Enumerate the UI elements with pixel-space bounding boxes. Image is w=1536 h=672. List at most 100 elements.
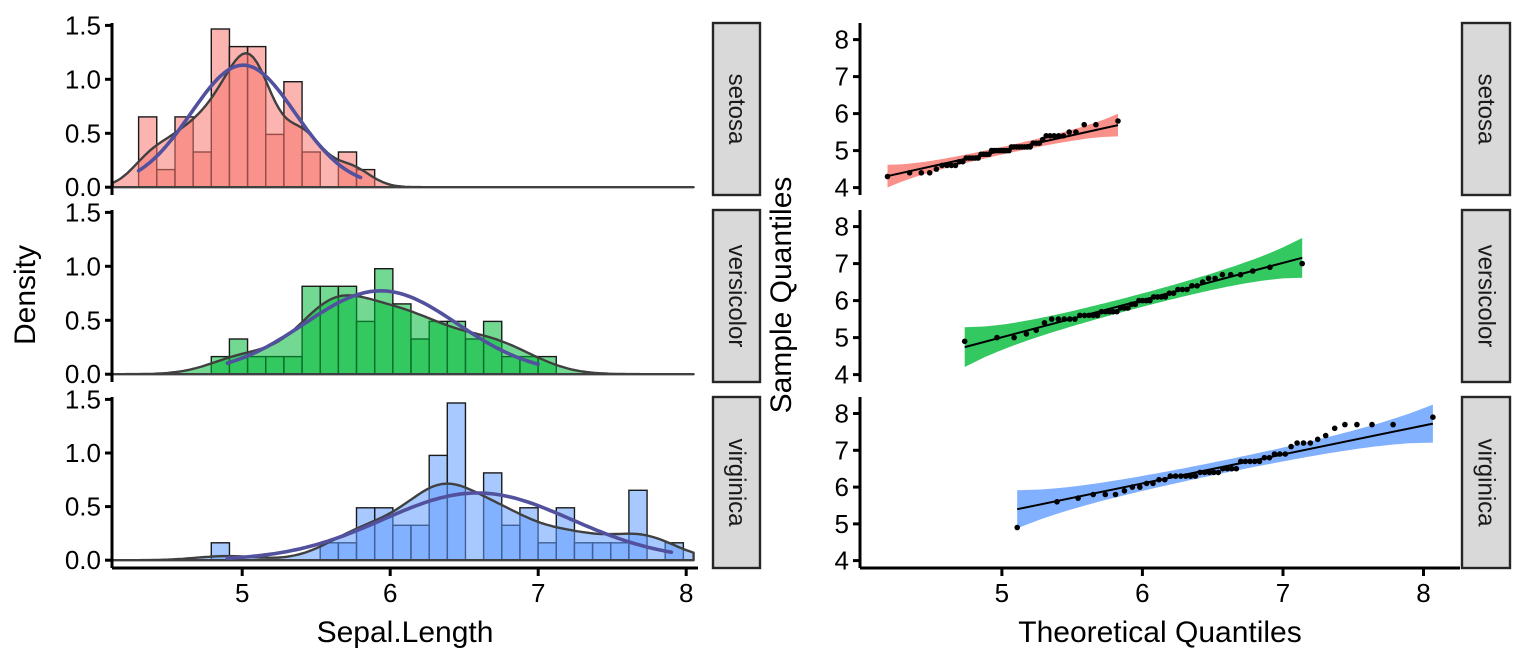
- facet-strip-label: setosa: [723, 74, 750, 145]
- x-tick-label: 7: [531, 578, 545, 608]
- qq-point: [1307, 440, 1314, 446]
- qq-point: [1055, 133, 1062, 139]
- qq-panel-setosa: 4 5 6 7 8: [835, 23, 1121, 203]
- qq-point: [1189, 283, 1195, 289]
- qq-point: [1055, 316, 1062, 322]
- qq-point: [1175, 286, 1181, 293]
- qq-point: [1023, 331, 1030, 337]
- qq-point: [1294, 440, 1300, 446]
- qq-point: [1251, 458, 1258, 465]
- qq-point: [1129, 484, 1136, 490]
- facet-strip-box: [1460, 395, 1512, 570]
- qq-point: [1219, 271, 1226, 278]
- qq-point: [1237, 271, 1244, 278]
- qq-point: [1125, 305, 1131, 311]
- facet-strip-label: setosa: [1473, 74, 1500, 145]
- hist-panel-virginica: 0.0 0.5 1.0 1.5: [65, 384, 695, 575]
- facet-strip-label: versicolor: [723, 245, 750, 348]
- qq-point: [1354, 421, 1360, 428]
- right-x-axis-title: Theoretical Quantiles: [1018, 616, 1302, 649]
- qq-point: [1081, 121, 1087, 128]
- facet-strip-box: [711, 395, 762, 570]
- qq-point: [1194, 283, 1200, 289]
- qq-point: [1266, 454, 1273, 461]
- qq-point: [1238, 458, 1244, 465]
- y-tick-label: 4: [835, 360, 849, 390]
- x-tick-label: 6: [1135, 578, 1149, 608]
- qq-point: [1172, 473, 1179, 479]
- y-tick-label: 5: [835, 509, 849, 539]
- qq-point: [939, 162, 945, 169]
- qq-point: [1277, 451, 1283, 457]
- qq-point: [1314, 436, 1321, 443]
- qq-point: [1178, 473, 1184, 479]
- qq-panel-versicolor: 4 5 6 7 8: [835, 210, 1305, 390]
- qq-point: [1014, 524, 1020, 531]
- x-tick-label: 5: [235, 578, 249, 608]
- facet-strip: setosa: [711, 21, 762, 197]
- x-tick-label: 8: [1416, 578, 1430, 608]
- qq-point: [1390, 421, 1396, 428]
- y-tick-label: 4: [835, 546, 849, 576]
- qq-point: [1132, 301, 1139, 308]
- qq-point: [1060, 133, 1067, 139]
- y-tick-label: 0.0: [65, 172, 101, 202]
- facet-strip-box: [1460, 208, 1512, 384]
- y-tick-label: 1.5: [65, 10, 101, 40]
- qq-point: [1166, 290, 1173, 297]
- qq-point: [1233, 465, 1240, 472]
- y-tick-label: 7: [835, 435, 849, 465]
- y-tick-label: 0.0: [65, 359, 101, 389]
- y-tick-label: 4: [835, 173, 849, 203]
- normal-fit-curve: [225, 288, 540, 366]
- y-tick-label: 1.5: [65, 197, 101, 227]
- facet-strip-label: virginica: [723, 438, 750, 527]
- y-tick-label: 6: [835, 472, 849, 502]
- y-tick-label: 8: [835, 212, 849, 242]
- qq-point: [1192, 473, 1199, 479]
- qq-point: [1220, 465, 1226, 472]
- qq-point: [1271, 451, 1278, 457]
- qq-point: [1215, 469, 1222, 476]
- qq-point: [1170, 290, 1177, 297]
- qq-point: [1072, 316, 1078, 322]
- qq-point: [1250, 268, 1256, 274]
- qq-point: [994, 334, 1000, 341]
- qq-point: [1229, 465, 1235, 472]
- qq-point: [1300, 440, 1307, 446]
- x-axis: 5 6 7 8: [860, 566, 1460, 608]
- qq-point: [1147, 297, 1153, 304]
- x-tick-label: 6: [383, 578, 397, 608]
- qq-point: [1282, 451, 1289, 457]
- y-tick-label: 1.0: [65, 251, 101, 281]
- qq-point: [1183, 473, 1189, 479]
- qq-point: [1430, 414, 1436, 421]
- y-tick-label: 0.5: [65, 118, 101, 148]
- y-tick-label: 0.0: [65, 545, 101, 575]
- qq-point: [1061, 316, 1067, 322]
- x-tick-label: 5: [995, 578, 1009, 608]
- qq-point: [1154, 294, 1161, 300]
- hist-panel-setosa: 0.0 0.5 1.0 1.5: [65, 10, 695, 202]
- qq-point: [1090, 491, 1096, 498]
- qq-panel-virginica: 4 5 6 7 8: [835, 397, 1436, 576]
- qq-point: [1077, 312, 1083, 319]
- qq-point: [1102, 308, 1109, 315]
- qq-point: [1036, 140, 1043, 146]
- qq-point: [1102, 491, 1109, 498]
- qq-point: [1242, 458, 1249, 465]
- qq-point: [1206, 469, 1213, 476]
- qq-point: [1067, 316, 1073, 322]
- y-tick-label: 8: [835, 399, 849, 429]
- qq-point: [1179, 286, 1186, 293]
- facet-strip-box: [1460, 21, 1512, 197]
- y-tick-label: 5: [835, 136, 849, 166]
- qq-point: [944, 162, 950, 169]
- qq-point: [1098, 308, 1105, 315]
- facet-strip: setosa: [1460, 21, 1512, 197]
- qq-point: [1331, 425, 1338, 432]
- qq-point: [933, 166, 940, 172]
- right-y-axis-title: Sample Quantiles: [765, 176, 798, 414]
